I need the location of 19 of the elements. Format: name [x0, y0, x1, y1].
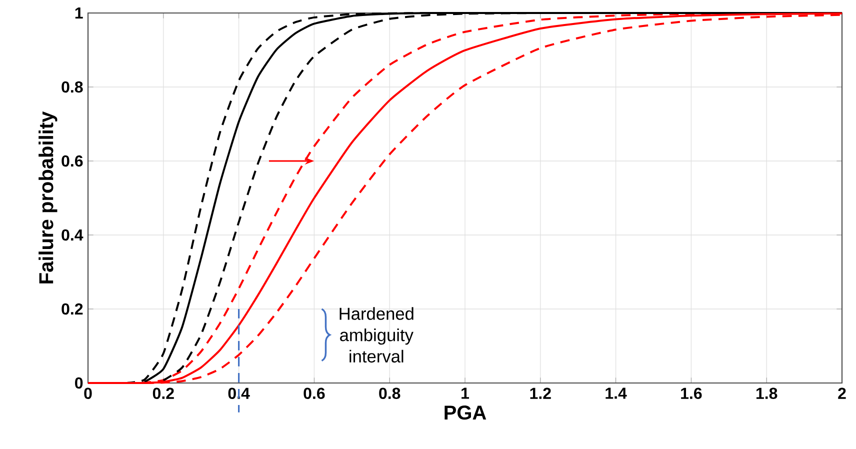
- annotation: Hardened ambiguity interval: [340, 307, 414, 363]
- x-tick-label: 0.6: [304, 388, 325, 400]
- x-tick-label: 1.2: [530, 388, 551, 399]
- y-tick-label: 1: [75, 7, 83, 18]
- x-tick-label: 1.4: [606, 388, 627, 399]
- x-tick-label: 0.8: [379, 388, 400, 400]
- x-tick-label: 0: [84, 388, 92, 400]
- y-tick-label: 0.6: [62, 155, 83, 167]
- y-tick-label: 0.8: [62, 81, 83, 93]
- x-tick-label: 1: [462, 388, 470, 399]
- y-tick-label: 0.4: [62, 229, 84, 241]
- y-tick-label: 0: [75, 377, 83, 389]
- y-axis-title: Failure probability: [38, 111, 58, 284]
- x-tick-label: 1.6: [681, 388, 702, 400]
- x-tick-label: 2: [838, 388, 846, 399]
- y-tick-label: 0.2: [62, 303, 83, 315]
- x-axis-title: PGA: [444, 406, 486, 420]
- x-tick-label: 1.8: [756, 388, 778, 400]
- x-tick-label: 0.2: [152, 388, 174, 400]
